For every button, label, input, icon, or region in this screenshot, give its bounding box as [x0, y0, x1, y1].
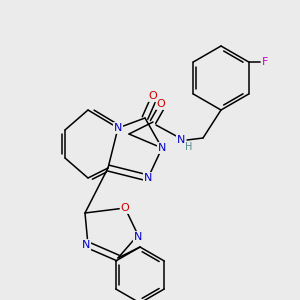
- Text: F: F: [262, 57, 268, 67]
- Text: O: O: [157, 99, 165, 109]
- Text: O: O: [121, 203, 129, 213]
- Text: O: O: [148, 91, 158, 101]
- Text: N: N: [82, 240, 90, 250]
- Text: N: N: [134, 232, 142, 242]
- Text: N: N: [114, 123, 122, 133]
- Text: H: H: [185, 142, 193, 152]
- Text: N: N: [177, 135, 185, 145]
- Text: N: N: [158, 143, 166, 153]
- Text: N: N: [144, 173, 152, 183]
